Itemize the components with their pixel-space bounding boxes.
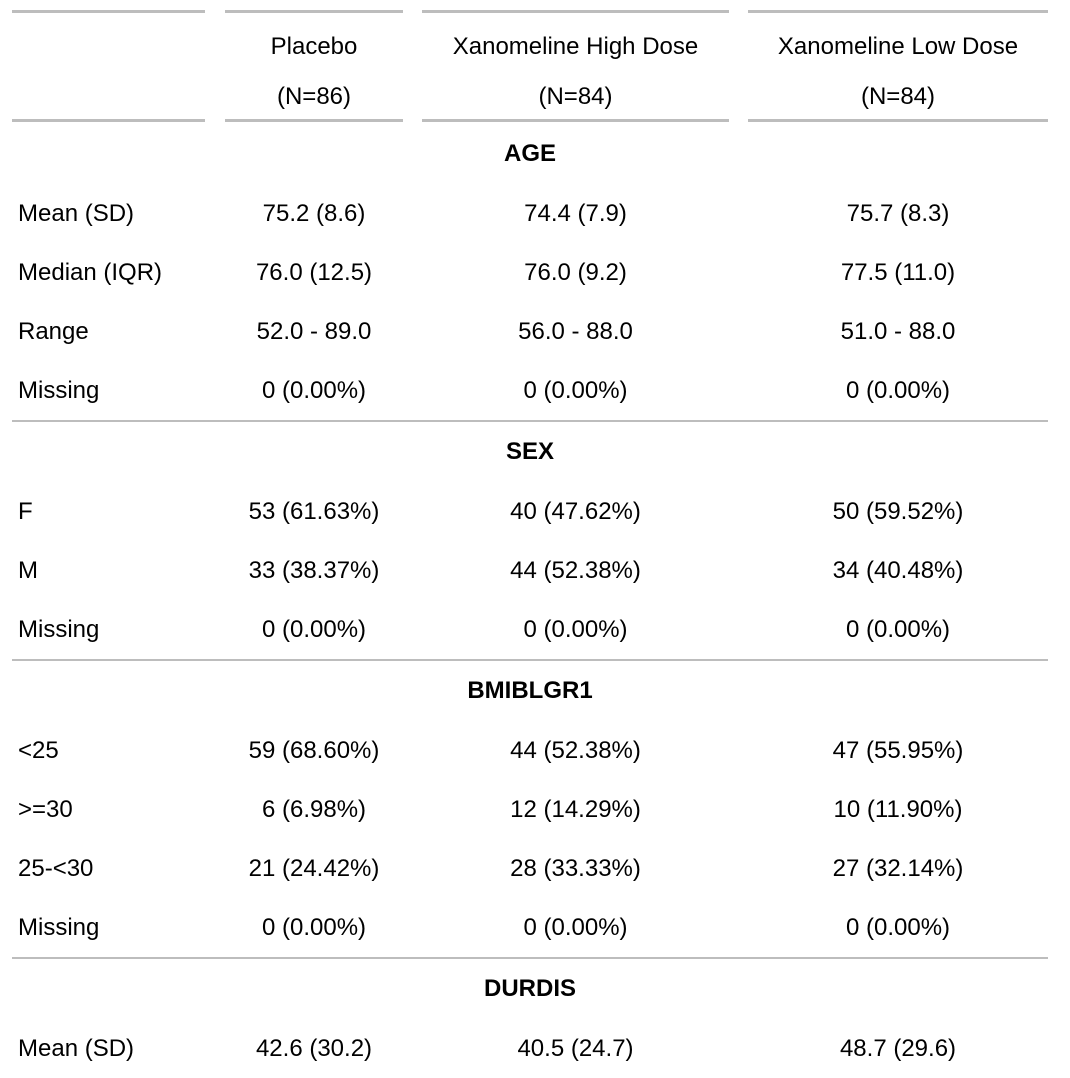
cell-placebo: 33 (38.37%) [248,557,380,584]
row-label: Median (IQR) [18,259,163,286]
cell-low-dose: 48.7 (29.6) [839,1035,957,1062]
table-body: AGE Mean (SD) 75.2 (8.6) 74.4 (7.9) 75.7… [12,124,1048,1078]
row-label: Mean (SD) [18,1035,135,1062]
table-row: F 53 (61.63%) 40 (47.62%) 50 (59.52%) [12,482,1048,541]
table-row: Mean (SD) 75.2 (8.6) 74.4 (7.9) 75.7 (8.… [12,184,1048,243]
group-sex: SEX F 53 (61.63%) 40 (47.62%) 50 (59.52%… [12,422,1048,661]
row-label: <25 [18,737,59,764]
cell-placebo: 75.2 (8.6) [262,200,366,227]
group-title: BMIBLGR1 [467,677,593,704]
cell-low-dose: 0 (0.00%) [845,616,951,643]
cell-high-dose: 28 (33.33%) [510,855,641,882]
cell-high-dose: 40 (47.62%) [510,498,641,525]
table-row: M 33 (38.37%) 44 (52.38%) 34 (40.48%) [12,541,1048,600]
column-name: Xanomeline High Dose [452,33,699,60]
table-row: >=30 6 (6.98%) 12 (14.29%) 10 (11.90%) [12,780,1048,839]
group-bmiblgr1: BMIBLGR1 <25 59 (68.60%) 44 (52.38%) 47 … [12,661,1048,959]
table-row: 25-<30 21 (24.42%) 28 (33.33%) 27 (32.14… [12,839,1048,898]
group-title: DURDIS [483,975,576,1002]
column-count: (N=84) [860,83,936,110]
cell-placebo: 76.0 (12.5) [255,259,373,286]
column-count: (N=84) [538,83,613,110]
cell-high-dose: 0 (0.00%) [523,914,628,941]
cell-high-dose: 0 (0.00%) [523,616,628,643]
table-row: Missing 0 (0.00%) 0 (0.00%) 0 (0.00%) [12,898,1048,957]
row-label: Range [18,318,89,345]
cell-placebo: 0 (0.00%) [261,914,367,941]
group-title: SEX [505,438,555,465]
cell-low-dose: 27 (32.14%) [832,855,964,882]
header-column-xanomeline-high-dose: Xanomeline High Dose (N=84) [422,10,729,122]
cell-high-dose: 56.0 - 88.0 [518,318,633,345]
cell-low-dose: 77.5 (11.0) [840,259,956,286]
column-name: Placebo [270,33,358,60]
header-stub-column [12,10,205,122]
table-row: Range 52.0 - 89.0 56.0 - 88.0 51.0 - 88.… [12,302,1048,361]
table-row: Median (IQR) 76.0 (12.5) 76.0 (9.2) 77.5… [12,243,1048,302]
row-label: >=30 [18,796,73,823]
table-row: Missing 0 (0.00%) 0 (0.00%) 0 (0.00%) [12,600,1048,659]
row-label: Missing [18,377,100,404]
cell-placebo: 42.6 (30.2) [255,1035,373,1062]
header-column-xanomeline-low-dose: Xanomeline Low Dose (N=84) [748,10,1048,122]
cell-low-dose: 75.7 (8.3) [846,200,950,227]
cell-placebo: 0 (0.00%) [261,616,367,643]
cell-high-dose: 44 (52.38%) [510,737,641,764]
cell-placebo: 6 (6.98%) [261,796,367,823]
row-label: F [18,498,33,525]
cell-low-dose: 10 (11.90%) [833,796,963,823]
cell-low-dose: 47 (55.95%) [832,737,964,764]
header-column-placebo: Placebo (N=86) [225,10,403,122]
cell-high-dose: 76.0 (9.2) [524,259,627,286]
cell-high-dose: 44 (52.38%) [510,557,641,584]
cell-high-dose: 12 (14.29%) [510,796,641,823]
table-row: <25 59 (68.60%) 44 (52.38%) 47 (55.95%) [12,721,1048,780]
cell-low-dose: 34 (40.48%) [832,557,964,584]
cell-placebo: 21 (24.42%) [248,855,380,882]
table-row: Mean (SD) 42.6 (30.2) 40.5 (24.7) 48.7 (… [12,1019,1048,1078]
cell-low-dose: 51.0 - 88.0 [840,318,956,345]
row-label: Missing [18,914,100,941]
cell-low-dose: 50 (59.52%) [832,498,964,525]
cell-high-dose: 74.4 (7.9) [524,200,627,227]
column-count: (N=86) [276,83,352,110]
cell-placebo: 59 (68.60%) [248,737,380,764]
cell-high-dose: 0 (0.00%) [523,377,628,404]
cell-placebo: 53 (61.63%) [248,498,380,525]
column-name: Xanomeline Low Dose [777,33,1019,60]
cell-placebo: 52.0 - 89.0 [256,318,372,345]
cell-low-dose: 0 (0.00%) [845,914,951,941]
row-label: M [18,557,38,584]
row-label: Mean (SD) [18,200,135,227]
group-durdis: DURDIS Mean (SD) 42.6 (30.2) 40.5 (24.7)… [12,959,1048,1078]
row-label: Missing [18,616,100,643]
group-age: AGE Mean (SD) 75.2 (8.6) 74.4 (7.9) 75.7… [12,124,1048,422]
table-row: Missing 0 (0.00%) 0 (0.00%) 0 (0.00%) [12,361,1048,420]
table-header: Placebo (N=86) Xanomeline High Dose (N=8… [0,10,1070,122]
row-label: 25-<30 [18,855,94,882]
cell-high-dose: 40.5 (24.7) [517,1035,634,1062]
group-title: AGE [503,140,556,167]
cell-low-dose: 0 (0.00%) [845,377,951,404]
cell-placebo: 0 (0.00%) [261,377,367,404]
